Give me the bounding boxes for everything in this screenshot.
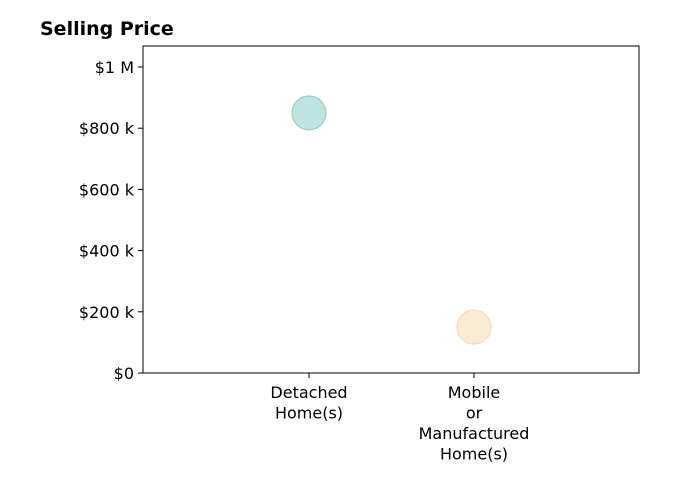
data-point [291,95,327,131]
data-points [291,95,492,345]
y-tick-label: $0 [114,364,134,383]
x-tick-label-line: Manufactured [419,424,530,443]
chart-title: Selling Price [40,18,174,40]
x-tick-label-line: Home(s) [440,445,508,464]
y-tick-label: $600 k [79,180,135,199]
x-axis: Detached Home(s) Mobile or Manufactured Home(… [270,373,529,464]
y-tick-label: $400 k [79,242,135,261]
data-point [456,309,492,345]
y-tick-label: $1 M [95,58,134,77]
x-tick-label-line: Home(s) [275,404,343,423]
x-tick-label: Mobile or Manufactured Home(s) [419,383,530,464]
x-tick-label-line: Mobile [448,383,500,402]
plot-area-frame [142,45,640,374]
x-tick-label-line: or [466,404,483,423]
x-tick-label-line: Detached [270,383,347,402]
y-axis: $0 $200 k $400 k $600 k $800 k $1 M [79,58,143,383]
y-tick-label: $200 k [79,303,135,322]
y-tick-label: $800 k [79,119,135,138]
x-tick-label: Detached Home(s) [270,383,347,423]
